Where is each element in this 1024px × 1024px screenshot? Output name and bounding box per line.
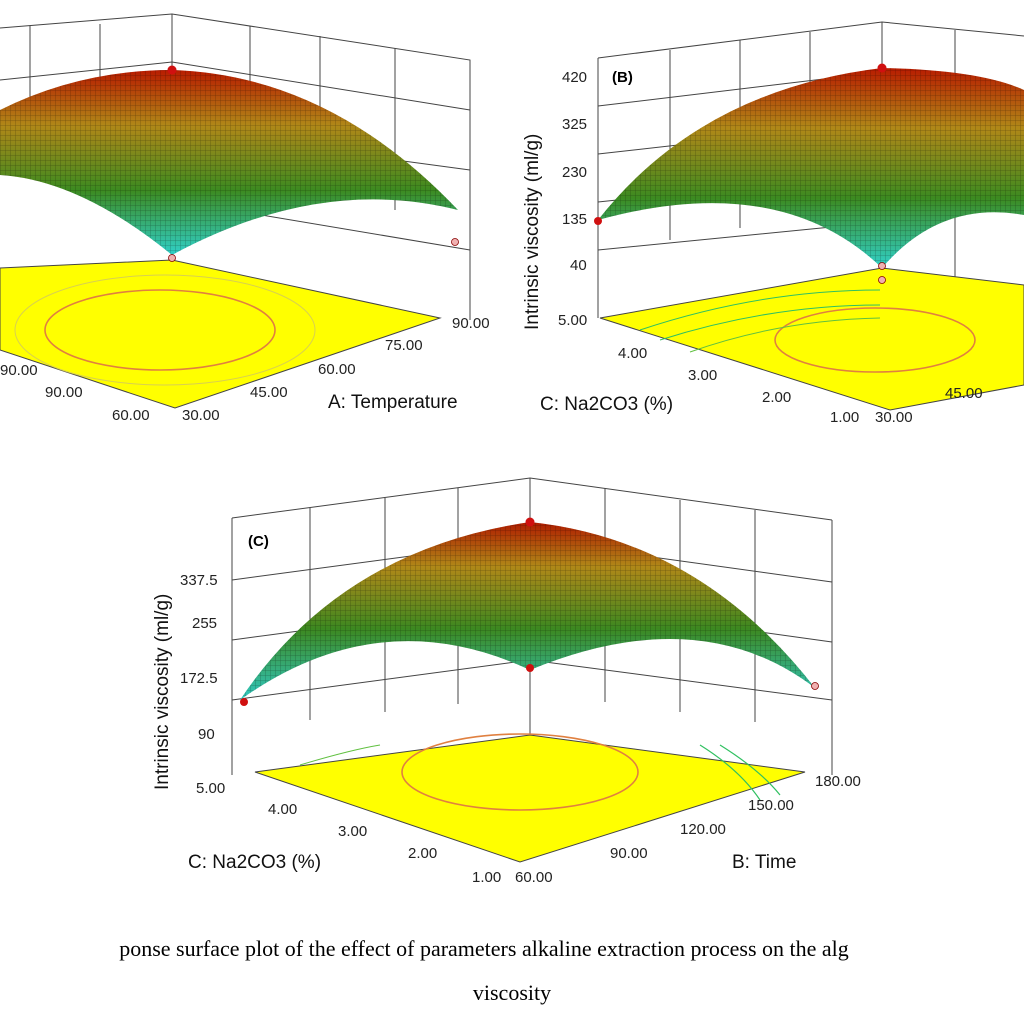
panel-a-y-tick: 45.00 [250,384,288,401]
panel-b-x-tick: 3.00 [688,367,717,384]
panel-a-y-tick: 75.00 [385,337,423,354]
panel-a-x-ticks: 90.00 90.00 60.00 [0,362,150,424]
panel-c-y-ticks: 60.00 90.00 120.00 150.00 180.00 [515,773,861,886]
panel-c-z-axis-label: Intrinsic viscosity (ml/g) [152,594,173,790]
panel-b-y-tick: 45.00 [945,385,983,402]
panel-c-z-ticks: 90 172.5 255 337.5 [180,572,218,743]
panel-a-y-tick: 30.00 [182,407,220,424]
panel-b-x-ticks: 4.00 3.00 2.00 1.00 [618,345,859,426]
panel-b-z-tick: 5.00 [558,312,587,329]
panel-c-x-tick: 4.00 [268,801,297,818]
panel-b-x-tick: 1.00 [830,409,859,426]
panel-c-y-tick: 150.00 [748,797,794,814]
panel-a-y-ticks: 30.00 45.00 60.00 75.00 90.00 [182,315,490,424]
panel-b-x-tick: 4.00 [618,345,647,362]
panel-c-y-tick: 120.00 [680,821,726,838]
panel-c-x-tick: 3.00 [338,823,367,840]
panel-a-y-axis-label: A: Temperature [328,392,458,413]
panel-c-x-ticks: 5.00 4.00 3.00 2.00 1.00 [196,780,501,886]
panel-c-tag: (C) [248,533,269,550]
panel-c-y-tick: 90.00 [610,845,648,862]
panel-b-z-tick: 325 [562,116,587,133]
panel-c-z-tick: 90 [198,726,215,743]
panel-b-z-tick: 135 [562,211,587,228]
panel-b-contour-floor [599,267,1024,411]
panel-a: 90.00 90.00 60.00 30.00 45.00 60.00 75.0… [0,13,490,424]
panel-c-x-tick: 2.00 [408,845,437,862]
figure-caption-continued: viscosity [472,980,552,1005]
panel-c-z-tick: 255 [192,615,217,632]
panel-a-contour [44,289,276,371]
panel-b-y-tick: 30.00 [875,409,913,426]
panel-b-z-ticks: 5.00 40 135 230 325 420 [558,69,587,329]
panel-a-design-point [168,254,176,262]
panel-c-x-tick: 5.00 [196,780,225,797]
panel-b-contour [774,307,976,373]
panel-a-y-tick: 60.00 [318,361,356,378]
panel-c: (C) Intrinsic viscosity (ml/g) 90 172.5 … [152,477,861,886]
panel-c-design-point [526,664,534,672]
panel-b-z-axis-label: Intrinsic viscosity (ml/g) [522,134,543,330]
panel-b-z-tick: 230 [562,164,587,181]
panel-a-y-tick: 90.00 [452,315,490,332]
panel-a-contour-floor [0,259,442,409]
panel-b-design-point [878,262,886,270]
panel-b-z-tick: 420 [562,69,587,86]
panel-b-x-tick: 2.00 [762,389,791,406]
panel-c-y-tick: 60.00 [515,869,553,886]
panel-c-x-axis-label: C: Na2CO3 (%) [188,852,321,873]
panel-a-x-tick: 90.00 [45,384,83,401]
panel-b-design-point [877,63,887,73]
panel-b-x-axis-label: C: Na2CO3 (%) [540,394,673,415]
panel-b-tag: (B) [612,69,633,86]
panel-c-y-tick: 180.00 [815,773,861,790]
panel-c-design-point [811,682,819,690]
panel-b-z-tick: 40 [570,257,587,274]
figure-caption: ponse surface plot of the effect of para… [119,936,849,961]
panel-c-design-point [525,517,535,527]
panel-a-design-point [167,65,177,75]
panel-c-contour [401,733,639,811]
panel-a-design-point [451,238,459,246]
panel-c-design-point [240,698,248,706]
panel-b-y-ticks: 30.00 45.00 [875,385,983,426]
panel-c-x-tick: 1.00 [472,869,501,886]
panel-b-design-point [878,276,886,284]
panel-a-x-tick: 60.00 [112,407,150,424]
panel-c-y-axis-label: B: Time [732,852,796,873]
panel-c-z-tick: 337.5 [180,572,218,589]
panel-a-x-tick: 90.00 [0,362,38,379]
panel-c-z-tick: 172.5 [180,670,218,687]
panel-c-contour-floor [254,734,806,863]
panel-b: (B) Intrinsic viscosity (ml/g) 5.00 40 1… [522,21,1024,426]
panel-b-design-point [594,217,602,225]
